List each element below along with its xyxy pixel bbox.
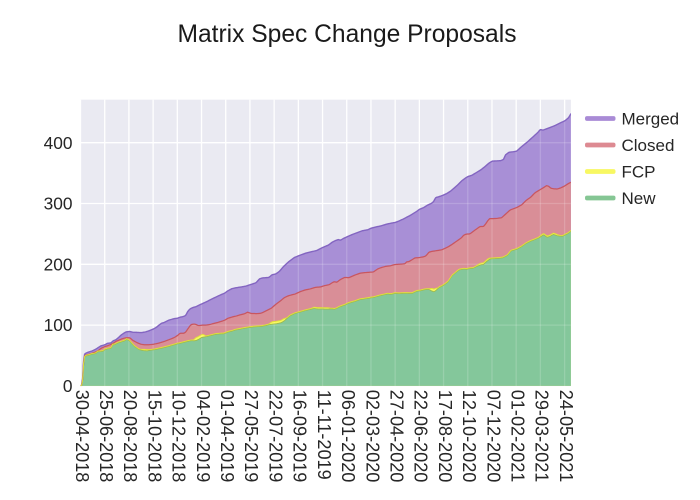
svg-text:27-04-2020: 27-04-2020 bbox=[386, 390, 406, 483]
svg-text:16-09-2019: 16-09-2019 bbox=[290, 390, 310, 483]
svg-text:17-08-2020: 17-08-2020 bbox=[435, 390, 455, 483]
svg-text:10-12-2018: 10-12-2018 bbox=[169, 390, 189, 483]
svg-text:06-01-2020: 06-01-2020 bbox=[338, 390, 358, 483]
svg-text:22-07-2019: 22-07-2019 bbox=[265, 390, 285, 483]
svg-text:04-02-2019: 04-02-2019 bbox=[193, 390, 213, 483]
svg-text:01-02-2021: 01-02-2021 bbox=[507, 390, 527, 483]
svg-text:11-11-2019: 11-11-2019 bbox=[314, 390, 334, 480]
svg-text:15-10-2018: 15-10-2018 bbox=[144, 390, 164, 483]
svg-text:12-10-2020: 12-10-2020 bbox=[459, 390, 479, 483]
svg-text:0: 0 bbox=[63, 376, 73, 396]
svg-text:02-03-2020: 02-03-2020 bbox=[362, 390, 382, 483]
svg-text:300: 300 bbox=[44, 194, 73, 214]
svg-text:200: 200 bbox=[44, 254, 73, 274]
svg-text:25-06-2018: 25-06-2018 bbox=[96, 390, 116, 483]
svg-text:01-04-2019: 01-04-2019 bbox=[217, 390, 237, 483]
svg-text:27-05-2019: 27-05-2019 bbox=[241, 390, 261, 483]
svg-text:FCP: FCP bbox=[622, 163, 656, 182]
svg-text:24-05-2021: 24-05-2021 bbox=[556, 390, 576, 483]
svg-text:20-08-2018: 20-08-2018 bbox=[120, 390, 140, 483]
svg-text:30-04-2018: 30-04-2018 bbox=[72, 390, 92, 483]
svg-text:Matrix Spec Change Proposals: Matrix Spec Change Proposals bbox=[177, 21, 516, 48]
svg-text:22-06-2020: 22-06-2020 bbox=[411, 390, 431, 483]
svg-text:100: 100 bbox=[44, 315, 73, 335]
svg-text:400: 400 bbox=[44, 133, 73, 153]
svg-text:Merged: Merged bbox=[622, 110, 680, 129]
svg-text:07-12-2020: 07-12-2020 bbox=[483, 390, 503, 483]
svg-text:29-03-2021: 29-03-2021 bbox=[532, 390, 552, 483]
svg-text:Closed: Closed bbox=[622, 136, 675, 155]
svg-text:New: New bbox=[622, 189, 657, 208]
